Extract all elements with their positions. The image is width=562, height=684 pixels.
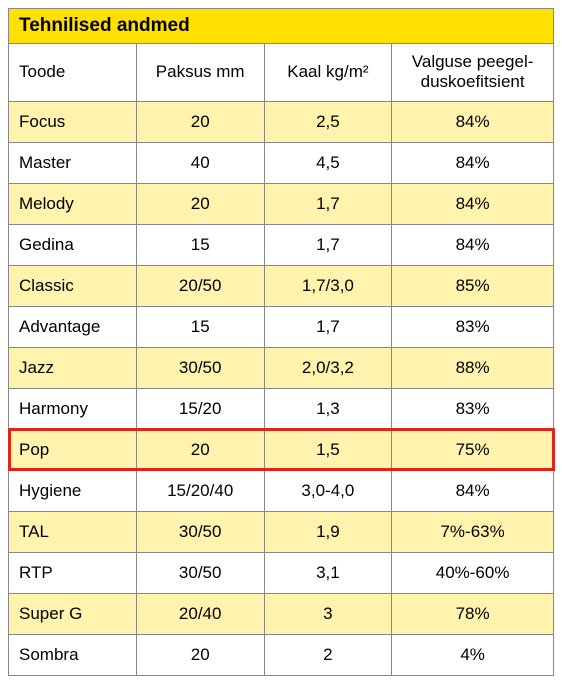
- cell-product: TAL: [9, 511, 137, 552]
- table-row: Focus202,584%: [9, 101, 554, 142]
- cell-thickness: 30/50: [136, 552, 264, 593]
- cell-reflectance: 75%: [392, 429, 554, 470]
- cell-product: Sombra: [9, 634, 137, 675]
- cell-thickness: 20: [136, 429, 264, 470]
- cell-product: Hygiene: [9, 470, 137, 511]
- col-header-reflectance: Valguse peegel- duskoefitsient: [392, 44, 554, 102]
- table-row: RTP30/503,140%-60%: [9, 552, 554, 593]
- cell-weight: 1,7: [264, 183, 392, 224]
- cell-reflectance: 84%: [392, 142, 554, 183]
- cell-thickness: 20/50: [136, 265, 264, 306]
- col-header-weight: Kaal kg/m²: [264, 44, 392, 102]
- cell-product: Gedina: [9, 224, 137, 265]
- cell-weight: 2,5: [264, 101, 392, 142]
- cell-thickness: 40: [136, 142, 264, 183]
- cell-thickness: 15: [136, 224, 264, 265]
- table-row: Gedina151,784%: [9, 224, 554, 265]
- cell-product: Super G: [9, 593, 137, 634]
- table-row: TAL30/501,97%-63%: [9, 511, 554, 552]
- table-row: Advantage151,783%: [9, 306, 554, 347]
- cell-thickness: 30/50: [136, 511, 264, 552]
- cell-product: Classic: [9, 265, 137, 306]
- cell-reflectance: 84%: [392, 224, 554, 265]
- technical-data-table: Tehnilised andmed Toode Paksus mm Kaal k…: [8, 8, 554, 676]
- cell-reflectance: 4%: [392, 634, 554, 675]
- cell-thickness: 20: [136, 634, 264, 675]
- cell-weight: 3,0-4,0: [264, 470, 392, 511]
- cell-thickness: 15/20: [136, 388, 264, 429]
- cell-reflectance: 84%: [392, 470, 554, 511]
- table-row: Master404,584%: [9, 142, 554, 183]
- cell-weight: 2,0/3,2: [264, 347, 392, 388]
- cell-weight: 1,7: [264, 224, 392, 265]
- cell-product: Harmony: [9, 388, 137, 429]
- cell-product: Advantage: [9, 306, 137, 347]
- table-title: Tehnilised andmed: [9, 9, 554, 44]
- cell-weight: 4,5: [264, 142, 392, 183]
- table-title-row: Tehnilised andmed: [9, 9, 554, 44]
- cell-reflectance: 88%: [392, 347, 554, 388]
- cell-thickness: 20/40: [136, 593, 264, 634]
- col-header-thickness: Paksus mm: [136, 44, 264, 102]
- cell-product: Focus: [9, 101, 137, 142]
- cell-reflectance: 7%-63%: [392, 511, 554, 552]
- table-row: Harmony15/201,383%: [9, 388, 554, 429]
- cell-product: Pop: [9, 429, 137, 470]
- cell-weight: 3,1: [264, 552, 392, 593]
- table-row: Sombra2024%: [9, 634, 554, 675]
- cell-thickness: 30/50: [136, 347, 264, 388]
- cell-weight: 3: [264, 593, 392, 634]
- table-row: Super G20/40378%: [9, 593, 554, 634]
- cell-thickness: 20: [136, 101, 264, 142]
- cell-thickness: 15/20/40: [136, 470, 264, 511]
- table-row: Hygiene15/20/403,0-4,084%: [9, 470, 554, 511]
- cell-weight: 1,3: [264, 388, 392, 429]
- cell-reflectance: 84%: [392, 183, 554, 224]
- cell-thickness: 15: [136, 306, 264, 347]
- cell-weight: 1,7: [264, 306, 392, 347]
- cell-weight: 1,5: [264, 429, 392, 470]
- cell-weight: 1,9: [264, 511, 392, 552]
- cell-reflectance: 83%: [392, 306, 554, 347]
- table-row: Melody201,784%: [9, 183, 554, 224]
- cell-reflectance: 83%: [392, 388, 554, 429]
- table-row: Jazz30/502,0/3,288%: [9, 347, 554, 388]
- table-row: Classic20/501,7/3,085%: [9, 265, 554, 306]
- cell-reflectance: 40%-60%: [392, 552, 554, 593]
- cell-reflectance: 78%: [392, 593, 554, 634]
- table-row: Pop201,575%: [9, 429, 554, 470]
- cell-reflectance: 85%: [392, 265, 554, 306]
- col-header-product: Toode: [9, 44, 137, 102]
- cell-product: Melody: [9, 183, 137, 224]
- cell-product: Master: [9, 142, 137, 183]
- cell-weight: 2: [264, 634, 392, 675]
- cell-product: RTP: [9, 552, 137, 593]
- table-body: Focus202,584%Master404,584%Melody201,784…: [9, 101, 554, 675]
- cell-weight: 1,7/3,0: [264, 265, 392, 306]
- cell-thickness: 20: [136, 183, 264, 224]
- table-header-row: Toode Paksus mm Kaal kg/m² Valguse peege…: [9, 44, 554, 102]
- cell-reflectance: 84%: [392, 101, 554, 142]
- cell-product: Jazz: [9, 347, 137, 388]
